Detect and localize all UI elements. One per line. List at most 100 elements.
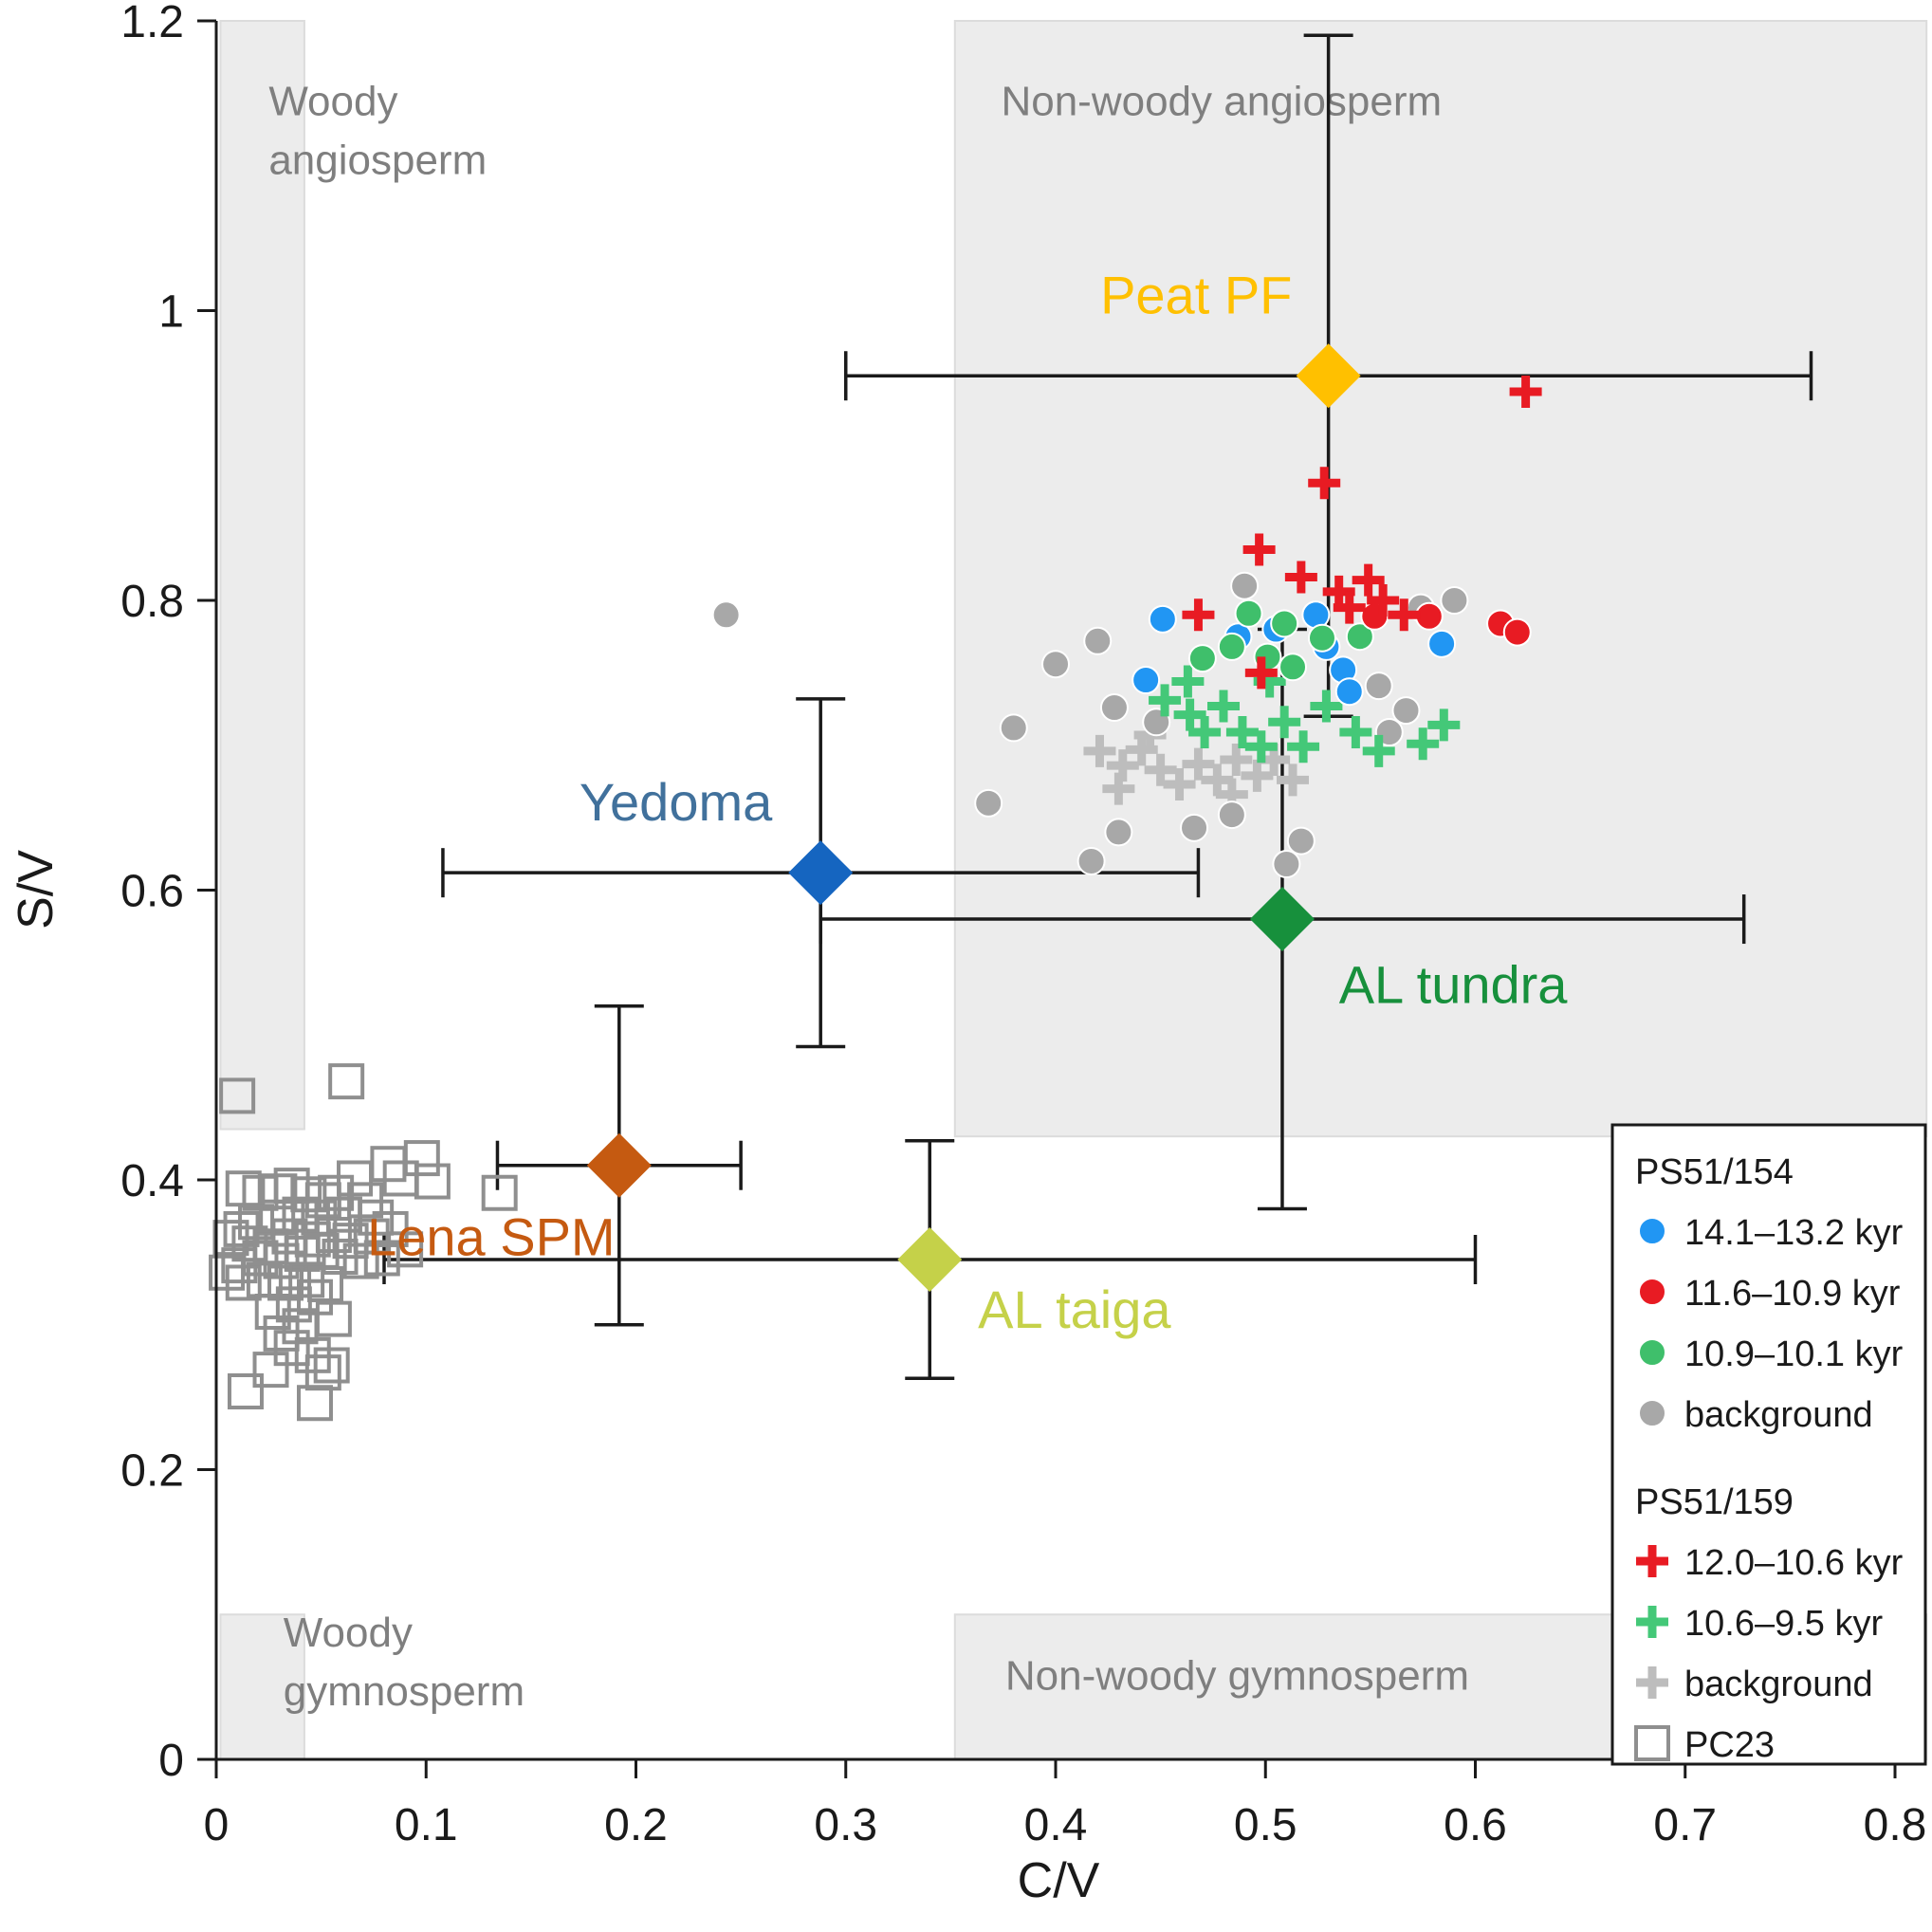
point-pc23-squares	[227, 1373, 264, 1410]
point-ps51-159-green-plus	[1207, 690, 1240, 723]
point-pc23-squares	[273, 1330, 310, 1367]
point-ps51-159-background-plus	[1163, 767, 1196, 800]
diamond-peat-pf	[1296, 343, 1361, 409]
x-tick-label: 0.6	[1444, 1800, 1507, 1850]
legend-marker-circle	[1638, 1278, 1666, 1306]
point-ps51-159-green-plus	[1225, 716, 1259, 749]
point-ps51-159-red-plus	[1182, 598, 1215, 632]
point-ps51-154-blue-circles	[1132, 666, 1161, 695]
x-tick-label: 0.1	[395, 1800, 458, 1850]
point-pc23-squares	[315, 1300, 352, 1337]
point-ps51-154-background-circles	[1217, 800, 1246, 830]
point-ps51-159-background-plus	[1220, 744, 1253, 777]
point-ps51-154-blue-circles	[1334, 677, 1364, 707]
point-ps51-154-background-circles	[1286, 826, 1316, 856]
point-ps51-154-background-circles	[1364, 672, 1393, 701]
point-ps51-154-red-circles	[1502, 617, 1532, 647]
point-pc23-squares	[219, 1077, 256, 1114]
point-pc23-squares	[481, 1174, 518, 1211]
point-ps51-159-background-plus	[1083, 734, 1116, 767]
region-label-woody-gymnosperm: gymnosperm	[284, 1668, 524, 1715]
point-ps51-159-red-plus	[1509, 376, 1542, 409]
point-pc23-squares	[261, 1173, 298, 1210]
point-ps51-154-green-circles	[1345, 622, 1374, 652]
point-ps51-159-red-plus	[1367, 584, 1400, 616]
legend-item-label: background	[1684, 1395, 1873, 1435]
x-axis-title: C/V	[1018, 1853, 1100, 1908]
legend: PS51/154 14.1–13.2 kyr 11.6–10.9 kyr 10.9–1…	[1610, 1123, 1927, 1766]
x-tick-label: 0.7	[1653, 1800, 1717, 1850]
legend-marker-square	[1634, 1725, 1670, 1761]
region-label-woody-angiosperm: angiosperm	[268, 137, 487, 183]
legend-marker-plus	[1636, 1666, 1668, 1699]
region-label-non-woody-angiosperm: Non-woody angiosperm	[1001, 78, 1442, 124]
point-ps51-159-background-plus	[1182, 747, 1215, 781]
x-tick-label: 0.5	[1234, 1800, 1297, 1850]
point-ps51-154-green-circles	[1217, 632, 1246, 661]
point-pc23-squares	[328, 1063, 365, 1100]
point-ps51-159-green-plus	[1268, 706, 1301, 739]
point-ps51-159-green-plus	[1339, 716, 1372, 749]
point-ps51-159-green-plus	[1287, 730, 1320, 764]
point-pc23-squares	[225, 1264, 262, 1301]
legend-marker-circle	[1638, 1338, 1666, 1367]
diamond-yedoma	[788, 840, 854, 906]
label-lena-spm: Lena SPM	[367, 1206, 616, 1266]
legend-item-label: PC23	[1684, 1725, 1775, 1765]
point-ps51-154-background-circles	[1391, 696, 1421, 726]
region-woody-angiosperm	[219, 20, 305, 1131]
legend-marker-circle	[1638, 1399, 1666, 1427]
point-ps51-159-background-plus	[1241, 759, 1274, 792]
legend-item-label: background	[1684, 1665, 1873, 1704]
region-non-woody-angiosperm	[953, 20, 1928, 1138]
point-pc23-squares	[414, 1163, 451, 1200]
label-al-tundra: AL tundra	[1339, 955, 1569, 1015]
point-ps51-159-red-plus	[1242, 533, 1276, 566]
x-tick-label: 0.3	[814, 1800, 877, 1850]
legend-header: PS51/154	[1635, 1152, 1794, 1192]
y-tick-label: 0.4	[120, 1156, 184, 1206]
point-ps51-154-green-circles	[1187, 644, 1217, 673]
point-ps51-154-background-circles	[1041, 650, 1070, 679]
point-ps51-159-background-plus	[1144, 753, 1177, 786]
point-ps51-159-red-plus	[1284, 561, 1317, 594]
y-tick-label: 0.8	[120, 577, 184, 627]
point-pc23-squares	[252, 1352, 289, 1389]
point-pc23-squares	[282, 1308, 319, 1345]
point-ps51-154-background-circles	[1440, 586, 1469, 615]
region-woody-gymnosperm	[219, 1613, 305, 1760]
y-tick-label: 0.2	[120, 1446, 184, 1497]
region-label-non-woody-gymnosperm: Non-woody gymnosperm	[1005, 1653, 1469, 1700]
legend-marker-plus	[1636, 1545, 1668, 1577]
label-yedoma: Yedoma	[580, 772, 773, 832]
point-pc23-squares	[307, 1265, 344, 1302]
point-ps51-159-green-plus	[1427, 708, 1461, 742]
point-ps51-159-green-plus	[1244, 730, 1278, 764]
diamond-al-taiga	[897, 1227, 963, 1293]
legend-item-label: 12.0–10.6 kyr	[1684, 1543, 1904, 1583]
point-pc23-squares	[325, 1196, 362, 1233]
x-tick-label: 0.8	[1864, 1800, 1927, 1850]
point-ps51-159-green-plus	[1171, 665, 1205, 698]
point-pc23-squares	[382, 1160, 419, 1197]
point-ps51-154-green-circles	[1307, 623, 1336, 653]
legend-item-label: 11.6–10.9 kyr	[1684, 1274, 1901, 1314]
point-ps51-154-background-circles	[1272, 850, 1301, 879]
point-ps51-159-background-plus	[1102, 772, 1135, 805]
y-tick-label: 1.2	[120, 0, 184, 47]
legend-item-label: 14.1–13.2 kyr	[1684, 1213, 1904, 1253]
point-ps51-154-background-circles	[1083, 626, 1113, 655]
diamond-lena-spm	[586, 1132, 652, 1198]
point-ps51-159-red-plus	[1308, 467, 1341, 500]
point-ps51-159-red-plus	[1352, 563, 1385, 597]
x-tick-label: 0.2	[604, 1800, 668, 1850]
legend-marker-plus	[1636, 1606, 1668, 1638]
point-ps51-154-green-circles	[1234, 598, 1263, 628]
series-pc23-squares	[209, 1063, 518, 1422]
point-ps51-154-background-circles	[711, 600, 741, 630]
label-peat-pf: Peat PF	[1100, 266, 1292, 325]
y-axis-title: S/V	[9, 850, 64, 929]
point-ps51-159-green-plus	[1149, 684, 1182, 717]
x-tick-label: 0	[204, 1800, 230, 1850]
point-pc23-squares	[313, 1347, 350, 1384]
